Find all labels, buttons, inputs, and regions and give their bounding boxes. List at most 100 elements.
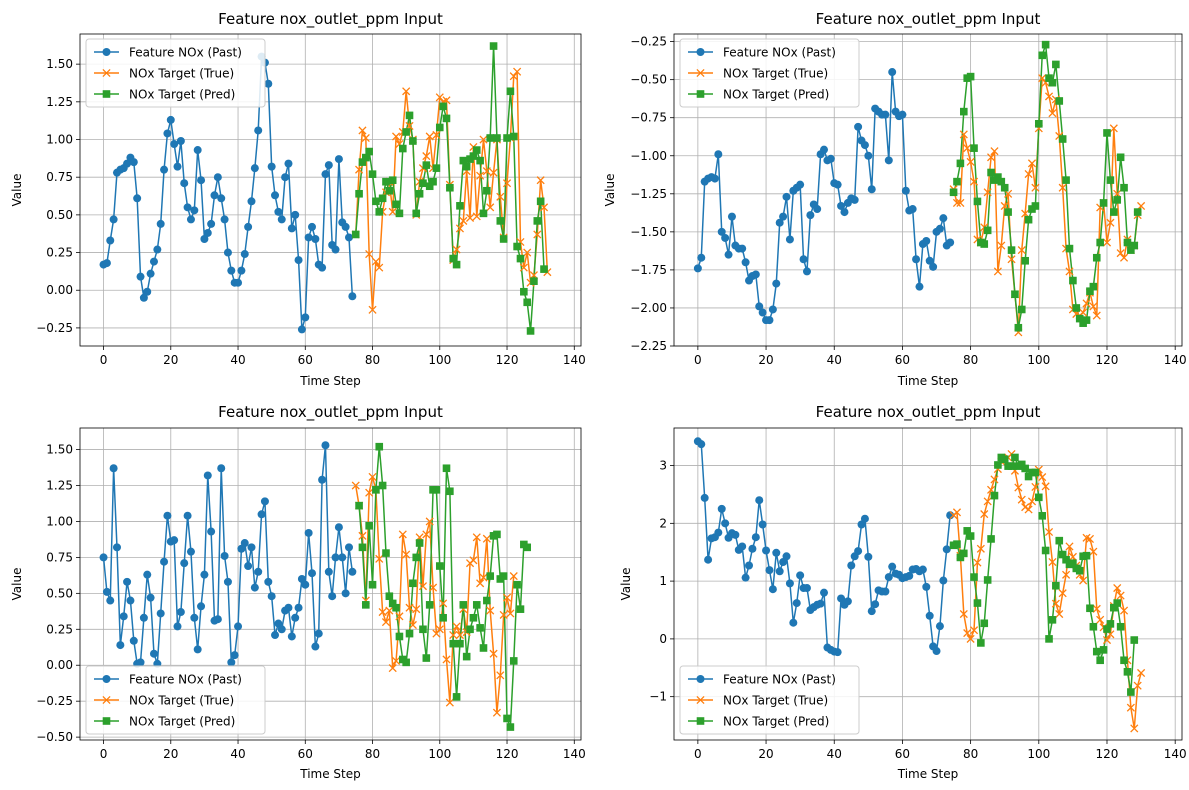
legend-label: NOx Target (True) bbox=[723, 67, 828, 81]
legend-item-true: NOx Target (True) bbox=[94, 694, 234, 708]
data-point-past bbox=[163, 129, 172, 138]
data-point-past bbox=[170, 536, 179, 545]
y-tick-label: −2.00 bbox=[630, 301, 667, 315]
data-point-pred bbox=[472, 146, 481, 154]
axis-ticks: 0 20 40 60 80 100 120 140 −0.50 −0.25 0.00 0.25 0.50… bbox=[36, 443, 586, 761]
data-point-pred bbox=[372, 486, 380, 494]
data-point-pred bbox=[1021, 256, 1029, 265]
data-point-true bbox=[496, 671, 505, 680]
series-line-true bbox=[354, 476, 515, 714]
data-point-pred bbox=[973, 197, 982, 206]
data-point-true bbox=[1031, 183, 1040, 192]
data-point-past bbox=[888, 562, 897, 571]
data-point-pred bbox=[1038, 51, 1047, 60]
data-point-true bbox=[1116, 591, 1125, 600]
data-point-pred bbox=[409, 579, 417, 588]
data-point-true bbox=[452, 245, 461, 254]
y-tick-label: −0.75 bbox=[630, 111, 667, 125]
data-point-pred bbox=[449, 254, 458, 263]
data-point-past bbox=[267, 162, 276, 171]
data-point-pred bbox=[1007, 246, 1016, 254]
y-tick-label: 0.75 bbox=[46, 170, 73, 184]
data-point-pred bbox=[412, 209, 421, 218]
axis-ticks: 0 20 40 60 80 100 120 140 −1 0 1 2 3 bbox=[649, 459, 1186, 761]
data-point-past bbox=[806, 211, 815, 220]
data-point-true bbox=[1106, 218, 1115, 227]
legend-item-past: Feature NOx (Past) bbox=[94, 673, 242, 687]
data-point-pred bbox=[983, 576, 992, 584]
data-point-pred bbox=[429, 177, 437, 186]
data-point-past bbox=[789, 618, 798, 627]
data-point-pred bbox=[456, 639, 464, 648]
data-point-pred bbox=[362, 601, 370, 609]
data-point-true bbox=[388, 207, 397, 216]
data-point-true bbox=[1109, 124, 1118, 133]
data-point-true bbox=[983, 497, 992, 506]
data-point-past bbox=[160, 557, 169, 566]
x-tick-label: 140 bbox=[563, 747, 586, 761]
data-point-pred bbox=[355, 189, 363, 198]
x-tick-label: 140 bbox=[1164, 747, 1187, 761]
legend-item-pred: NOx Target (Pred) bbox=[94, 88, 235, 102]
data-point-pred bbox=[493, 134, 501, 142]
data-point-past bbox=[860, 514, 869, 523]
data-point-true bbox=[1062, 570, 1071, 579]
data-point-pred bbox=[516, 254, 525, 263]
data-point-true bbox=[1133, 681, 1142, 690]
data-point-past bbox=[133, 194, 142, 203]
data-point-past bbox=[840, 208, 849, 217]
data-point-pred bbox=[509, 132, 518, 141]
legend-box bbox=[679, 38, 860, 108]
data-point-true bbox=[997, 241, 1006, 250]
series-line-true bbox=[952, 77, 1142, 334]
data-point-true bbox=[455, 224, 465, 233]
grid-lines bbox=[674, 428, 1182, 740]
data-point-past bbox=[149, 257, 158, 266]
data-point-true bbox=[966, 157, 975, 166]
data-point-past bbox=[156, 609, 165, 618]
data-point-pred bbox=[949, 188, 958, 197]
data-point-true bbox=[422, 152, 431, 161]
y-tick-label: 3 bbox=[659, 459, 667, 473]
grid-lines bbox=[80, 428, 581, 740]
x-tick-label: 120 bbox=[496, 353, 519, 367]
data-point-pred bbox=[963, 527, 972, 535]
data-point-true bbox=[1082, 299, 1091, 308]
data-point-true bbox=[1102, 635, 1112, 645]
x-tick-label: 40 bbox=[827, 747, 842, 761]
x-tick-label: 0 bbox=[100, 353, 108, 367]
data-point-pred bbox=[1113, 599, 1122, 607]
data-point-pred bbox=[1123, 668, 1132, 676]
data-point-pred bbox=[476, 624, 484, 632]
data-point-pred bbox=[513, 580, 521, 589]
data-point-pred bbox=[1024, 215, 1033, 224]
data-point-true bbox=[509, 572, 518, 581]
data-point-pred bbox=[1031, 202, 1040, 210]
y-axis-label: Value bbox=[603, 174, 617, 207]
data-point-pred bbox=[479, 209, 488, 218]
data-point-pred bbox=[1075, 314, 1084, 323]
data-point-true bbox=[405, 603, 414, 612]
x-tick-label: 120 bbox=[1096, 353, 1119, 367]
legend-marker-past bbox=[102, 675, 111, 683]
data-point-pred bbox=[1120, 183, 1128, 192]
data-point-past bbox=[738, 244, 747, 253]
legend-item-past: Feature NOx (Past) bbox=[94, 46, 242, 60]
data-point-past bbox=[785, 235, 794, 244]
data-point-pred bbox=[375, 208, 384, 216]
data-point-past bbox=[939, 214, 948, 223]
data-point-past bbox=[721, 519, 730, 528]
data-point-past bbox=[244, 562, 253, 571]
data-point-pred bbox=[439, 613, 447, 622]
data-point-true bbox=[1055, 609, 1064, 619]
data-point-pred bbox=[1082, 551, 1091, 560]
data-point-pred bbox=[1069, 276, 1077, 285]
data-point-past bbox=[714, 528, 723, 537]
data-point-past bbox=[324, 567, 333, 576]
data-point-past bbox=[146, 269, 155, 278]
data-point-pred bbox=[382, 177, 390, 186]
data-point-past bbox=[765, 566, 774, 575]
data-point-past bbox=[139, 293, 148, 302]
data-point-true bbox=[1068, 552, 1077, 561]
data-point-true bbox=[987, 153, 996, 162]
